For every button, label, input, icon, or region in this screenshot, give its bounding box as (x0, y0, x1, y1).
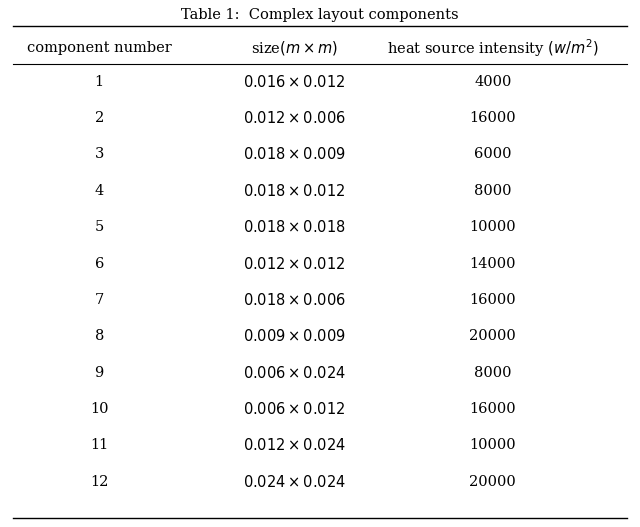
Text: $0.012 \times 0.006$: $0.012 \times 0.006$ (243, 110, 346, 126)
Text: 3: 3 (95, 148, 104, 161)
Text: $0.018 \times 0.012$: $0.018 \times 0.012$ (243, 183, 346, 199)
Text: 6000: 6000 (474, 148, 511, 161)
Text: $0.018 \times 0.009$: $0.018 \times 0.009$ (243, 147, 346, 162)
Text: 7: 7 (95, 293, 104, 307)
Text: 2: 2 (95, 111, 104, 125)
Text: 6: 6 (95, 257, 104, 270)
Text: 4: 4 (95, 184, 104, 198)
Text: 10000: 10000 (470, 438, 516, 452)
Text: 9: 9 (95, 366, 104, 379)
Text: heat source intensity $(w/m^2)$: heat source intensity $(w/m^2)$ (387, 37, 598, 60)
Text: Table 1:  Complex layout components: Table 1: Complex layout components (181, 8, 459, 22)
Text: 20000: 20000 (469, 475, 516, 489)
Text: 16000: 16000 (470, 293, 516, 307)
Text: $0.024 \times 0.024$: $0.024 \times 0.024$ (243, 474, 346, 490)
Text: 8000: 8000 (474, 366, 511, 379)
Text: 10: 10 (90, 402, 108, 416)
Text: 1: 1 (95, 75, 104, 89)
Text: $0.012 \times 0.012$: $0.012 \times 0.012$ (243, 256, 346, 271)
Text: 14000: 14000 (470, 257, 516, 270)
Text: $0.016 \times 0.012$: $0.016 \times 0.012$ (243, 74, 346, 90)
Text: 10000: 10000 (470, 220, 516, 234)
Text: $0.012 \times 0.024$: $0.012 \times 0.024$ (243, 437, 346, 453)
Text: 8000: 8000 (474, 184, 511, 198)
Text: size$(m \times m)$: size$(m \times m)$ (251, 40, 338, 57)
Text: 16000: 16000 (470, 111, 516, 125)
Text: $0.018 \times 0.006$: $0.018 \times 0.006$ (243, 292, 346, 308)
Text: 12: 12 (90, 475, 108, 489)
Text: $0.018 \times 0.018$: $0.018 \times 0.018$ (243, 219, 346, 235)
Text: 4000: 4000 (474, 75, 511, 89)
Text: component number: component number (27, 42, 172, 55)
Text: 8: 8 (95, 329, 104, 343)
Text: 11: 11 (90, 438, 108, 452)
Text: $0.009 \times 0.009$: $0.009 \times 0.009$ (243, 328, 346, 344)
Text: 5: 5 (95, 220, 104, 234)
Text: 20000: 20000 (469, 329, 516, 343)
Text: 16000: 16000 (470, 402, 516, 416)
Text: $0.006 \times 0.012$: $0.006 \times 0.012$ (243, 401, 346, 417)
Text: $0.006 \times 0.024$: $0.006 \times 0.024$ (243, 365, 346, 380)
